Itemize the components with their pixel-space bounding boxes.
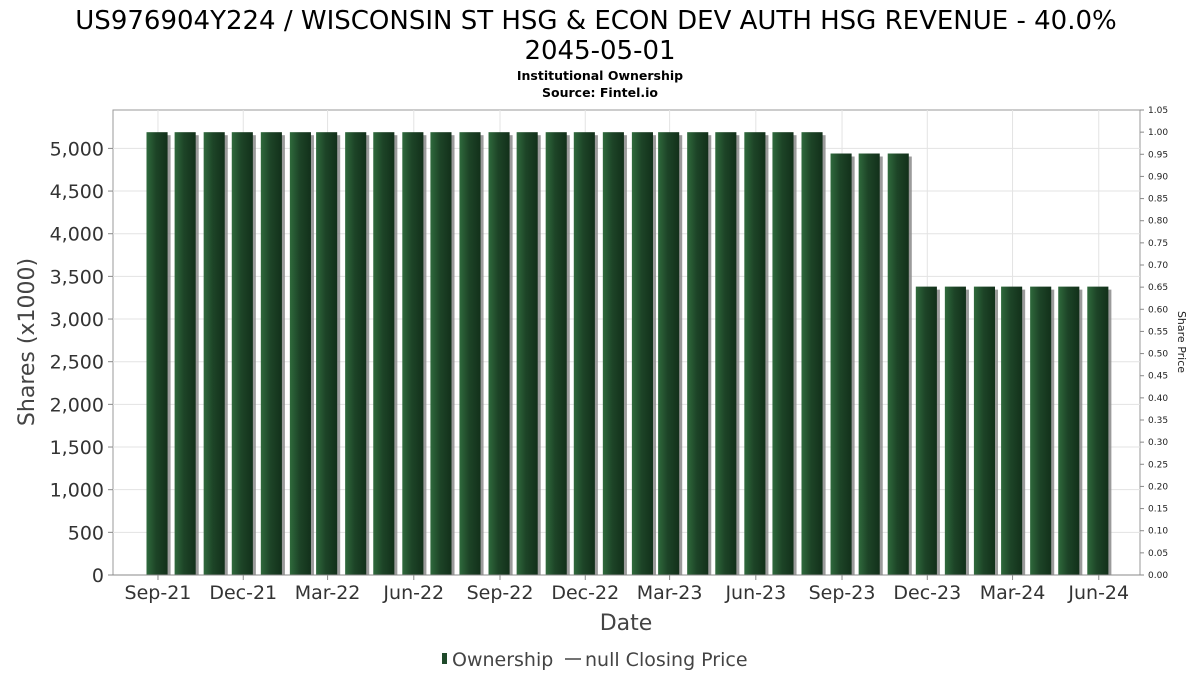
y-right-tick-label: 0.55 [1148,327,1168,337]
y-right-tick-label: 0.80 [1148,217,1168,227]
chart-title-line1: US976904Y224 / WISCONSIN ST HSG & ECON D… [75,6,1116,36]
bars-group [146,132,1112,576]
ownership-bar [687,132,709,576]
y-axis-label: Shares (x1000) [15,258,40,426]
y-right-tick-label: 0.45 [1148,372,1168,382]
ownership-bar [858,153,880,575]
y-tick-label: 2,000 [50,394,104,416]
y-right-tick-label: 1.00 [1148,128,1168,138]
ownership-bar [830,153,852,575]
ownership-bar [430,132,452,576]
x-axis-label: Date [600,611,653,636]
y-right-tick-label: 0.15 [1148,505,1168,515]
x-axis: Sep-21 Dec-21 Mar-22 Jun-22 Sep-22 Dec-22 Mar-… [113,574,1140,604]
right-axis: 0.00 0.05 0.10 0.15 0.20 0.25 0.30 0.35 0.40 0.45… [1140,106,1168,581]
y-tick-label: 500 [68,522,104,544]
ownership-bar [516,132,538,576]
x-tick-label: Jun-23 [724,582,786,604]
x-tick-label: Dec-22 [551,582,619,604]
legend-price-label: null Closing Price [585,649,748,671]
ownership-bar [316,132,338,576]
ownership-bar [174,132,196,576]
y-right-tick-label: 0.85 [1148,195,1168,205]
legend-ownership-swatch [442,653,447,664]
ownership-bar [658,132,680,576]
y-right-tick-label: 0.65 [1148,283,1168,293]
ownership-bar [231,132,253,576]
y-right-tick-label: 0.00 [1148,571,1168,581]
y-right-tick-label: 0.90 [1148,172,1168,182]
y-right-tick-label: 0.95 [1148,150,1168,160]
ownership-bar [602,132,624,576]
chart-subtitle-line2: Source: Fintel.io [542,85,658,100]
y-tick-label: 4,000 [50,224,104,246]
y-right-tick-label: 0.10 [1148,527,1168,537]
ownership-bar [488,132,510,576]
y-axis-right-label: Share Price [1175,311,1188,373]
y-right-tick-label: 0.30 [1148,438,1168,448]
ownership-bar [345,132,367,576]
ownership-bar [1001,286,1023,575]
x-tick-label: Dec-21 [209,582,277,604]
ownership-bar [573,132,595,576]
ownership-bar [146,132,168,576]
x-tick-label: Mar-23 [637,582,703,604]
ownership-bar [944,286,966,575]
x-tick-label: Jun-24 [1067,582,1129,604]
y-right-tick-label: 0.60 [1148,305,1168,315]
ownership-bar [402,132,424,576]
ownership-bar [744,132,766,576]
y-right-tick-label: 0.40 [1148,394,1168,404]
y-right-tick-label: 0.25 [1148,460,1168,470]
ownership-bar [1030,286,1052,575]
ownership-bar [772,132,794,576]
x-tick-label: Dec-23 [893,582,961,604]
y-right-tick-label: 0.35 [1148,416,1168,426]
ownership-bar [260,132,282,576]
ownership-bar [631,132,653,576]
ownership-bar [915,286,937,575]
x-tick-label: Sep-21 [125,582,192,604]
left-axis: 0 500 1,000 1,500 2,000 2,500 3,000 3,500 4,000 4… [50,138,113,587]
y-tick-label: 1,500 [50,437,104,459]
y-tick-label: 4,500 [50,181,104,203]
ownership-bar [715,132,737,576]
y-tick-label: 0 [92,565,104,587]
ownership-bar [1087,286,1109,575]
ownership-bar [887,153,909,575]
y-tick-label: 3,500 [50,266,104,288]
y-tick-label: 3,000 [50,309,104,331]
y-right-tick-label: 0.05 [1148,549,1168,559]
ownership-bar [973,286,995,575]
y-tick-label: 5,000 [50,138,104,160]
legend: Ownership null Closing Price [442,649,748,671]
ownership-bar [801,132,823,576]
chart-subtitle-line1: Institutional Ownership [517,68,683,83]
legend-ownership-label: Ownership [452,649,553,671]
y-tick-label: 2,500 [50,352,104,374]
x-tick-label: Sep-23 [809,582,876,604]
ownership-bar [203,132,225,576]
y-tick-label: 1,000 [50,480,104,502]
ownership-bar [459,132,481,576]
x-tick-label: Sep-22 [467,582,534,604]
ownership-bar [373,132,395,576]
ownership-bar [289,132,311,576]
x-tick-label: Mar-24 [980,582,1046,604]
ownership-bar [1058,286,1080,575]
y-right-tick-label: 0.20 [1148,482,1168,492]
chart-title-line2: 2045-05-01 [524,36,675,66]
y-right-tick-label: 0.75 [1148,239,1168,249]
ownership-bar [545,132,567,576]
y-right-tick-label: 0.70 [1148,261,1168,271]
x-tick-label: Mar-22 [295,582,361,604]
y-right-tick-label: 1.05 [1148,106,1168,116]
x-tick-label: Jun-22 [382,582,444,604]
y-right-tick-label: 0.50 [1148,350,1168,360]
